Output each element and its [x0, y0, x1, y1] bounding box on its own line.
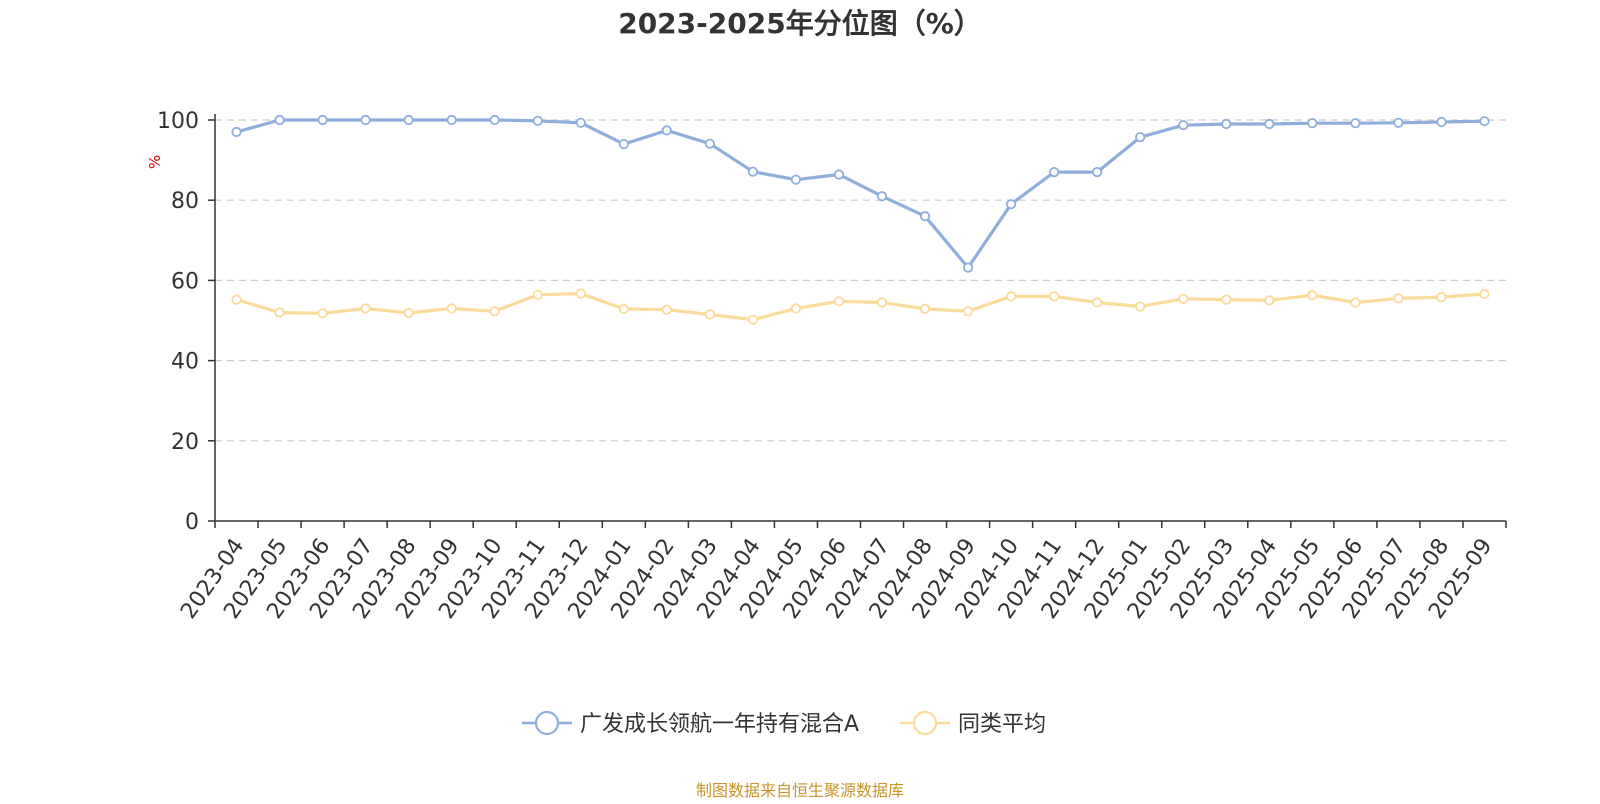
- y-tick-labels: 0 20 40 60 80 100: [157, 109, 199, 535]
- data-point[interactable]: [661, 304, 672, 315]
- data-point[interactable]: [1135, 132, 1146, 143]
- data-point[interactable]: [231, 294, 242, 305]
- data-point[interactable]: [876, 297, 888, 308]
- y-tick-label-60: 60: [171, 269, 199, 294]
- data-point[interactable]: [790, 303, 802, 314]
- data-point[interactable]: [962, 306, 974, 317]
- legend-label-1: 广发成长领航一年持有混合A: [580, 712, 859, 737]
- data-point[interactable]: [489, 306, 500, 317]
- legend-marker-icon: [912, 710, 938, 736]
- data-point[interactable]: [661, 125, 672, 136]
- data-point[interactable]: [1092, 167, 1103, 178]
- data-point[interactable]: [1221, 118, 1232, 130]
- data-point[interactable]: [919, 211, 931, 222]
- data-point[interactable]: [1178, 120, 1189, 131]
- data-point[interactable]: [1005, 291, 1017, 302]
- data-point[interactable]: [1307, 118, 1318, 129]
- data-point[interactable]: [231, 126, 242, 138]
- y-tick-label-0: 0: [185, 510, 199, 535]
- legend-label-2: 同类平均: [958, 712, 1046, 737]
- series-1: [231, 114, 1490, 273]
- legend-marker-icon: [534, 710, 560, 736]
- y-axis-label: %: [146, 155, 164, 169]
- data-point[interactable]: [1049, 291, 1060, 302]
- data-point[interactable]: [704, 309, 716, 320]
- data-point[interactable]: [833, 169, 845, 180]
- data-point[interactable]: [1135, 301, 1146, 312]
- series-line-1: [234, 118, 1487, 270]
- data-point[interactable]: [1307, 290, 1318, 301]
- data-point[interactable]: [489, 114, 500, 126]
- data-point[interactable]: [446, 303, 457, 314]
- data-point[interactable]: [1178, 293, 1189, 304]
- y-tick-label-20: 20: [171, 430, 199, 455]
- data-point[interactable]: [747, 314, 759, 325]
- data-point[interactable]: [1264, 295, 1275, 306]
- data-point[interactable]: [403, 114, 414, 126]
- legend-item-1[interactable]: 广发成长领航一年持有混合A: [522, 710, 859, 737]
- series-line-2: [234, 292, 1487, 322]
- data-point[interactable]: [274, 114, 285, 126]
- y-tick-label-80: 80: [171, 189, 199, 214]
- data-point[interactable]: [317, 308, 328, 319]
- data-point[interactable]: [704, 138, 716, 149]
- data-point[interactable]: [1436, 116, 1447, 128]
- data-point[interactable]: [618, 139, 629, 150]
- data-point[interactable]: [446, 114, 457, 126]
- data-point[interactable]: [360, 114, 371, 126]
- data-point[interactable]: [1005, 199, 1017, 210]
- data-point[interactable]: [1479, 288, 1490, 300]
- data-point[interactable]: [274, 307, 285, 318]
- data-point[interactable]: [403, 307, 414, 318]
- grid-lines: [215, 119, 1506, 442]
- data-point[interactable]: [876, 191, 888, 202]
- data-point[interactable]: [575, 288, 586, 299]
- series-lines: [231, 114, 1490, 325]
- x-tick-labels: 2023-042023-052023-062023-072023-082023-…: [176, 534, 1497, 624]
- data-point[interactable]: [1393, 117, 1404, 128]
- data-point[interactable]: [618, 303, 629, 314]
- data-point[interactable]: [790, 174, 802, 185]
- data-point[interactable]: [1264, 118, 1275, 130]
- data-point[interactable]: [1350, 297, 1361, 308]
- data-source-note: 制图数据来自恒生聚源数据库: [696, 781, 904, 800]
- data-point[interactable]: [919, 303, 931, 314]
- data-point[interactable]: [532, 289, 543, 300]
- data-point[interactable]: [1350, 118, 1361, 129]
- data-point[interactable]: [747, 166, 759, 177]
- data-point[interactable]: [1393, 293, 1404, 304]
- data-point[interactable]: [317, 114, 328, 126]
- legend-item-2[interactable]: 同类平均: [900, 710, 1046, 737]
- data-point[interactable]: [532, 115, 543, 126]
- data-point[interactable]: [575, 117, 586, 128]
- y-tick-label-100: 100: [157, 109, 199, 134]
- legend[interactable]: 广发成长领航一年持有混合A 同类平均: [522, 710, 1046, 737]
- data-point[interactable]: [1092, 297, 1103, 308]
- data-point[interactable]: [962, 262, 974, 273]
- data-point[interactable]: [1436, 292, 1447, 303]
- chart-title: 2023-2025年分位图（%）: [618, 7, 982, 40]
- series-2: [231, 288, 1490, 325]
- data-point[interactable]: [1221, 294, 1232, 305]
- data-point[interactable]: [1479, 116, 1490, 127]
- y-tick-label-40: 40: [171, 350, 199, 375]
- data-point[interactable]: [360, 303, 371, 314]
- axes: [208, 114, 1507, 528]
- data-point[interactable]: [833, 296, 845, 307]
- data-point[interactable]: [1049, 167, 1060, 178]
